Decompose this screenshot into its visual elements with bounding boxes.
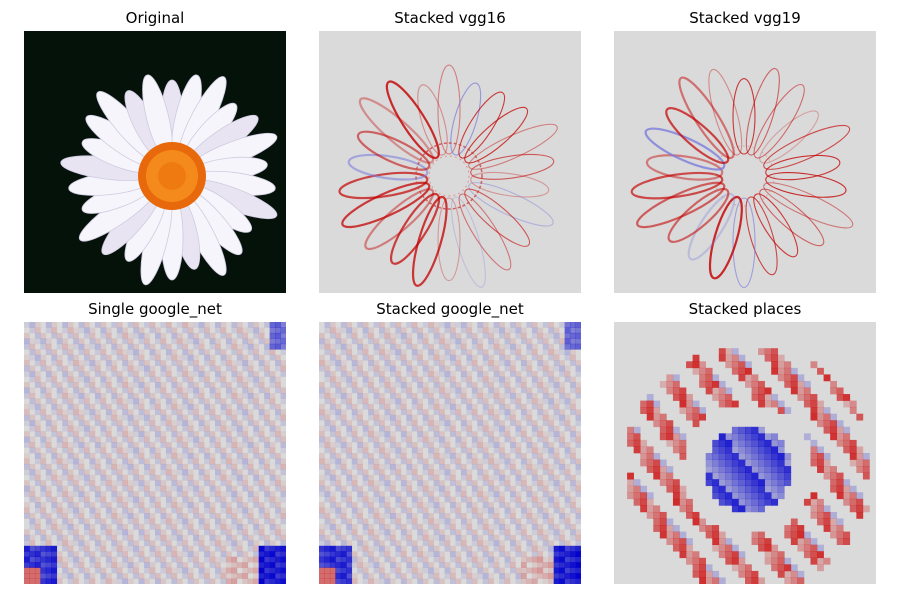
- saliency-map-single-google-net: [24, 322, 286, 584]
- original-flower-image: [24, 31, 286, 293]
- saliency-map-vgg16: [319, 31, 581, 293]
- saliency-map-places: [614, 322, 876, 584]
- panel-title: Stacked vgg16: [394, 9, 506, 27]
- panel-title: Stacked places: [688, 300, 802, 318]
- vgg19-heatmap: [614, 31, 876, 293]
- places-grid-heatmap: [614, 322, 876, 584]
- panel-title: Original: [125, 9, 185, 27]
- daisy-photo: [24, 31, 286, 293]
- google-net-grid-heatmap: [24, 322, 286, 584]
- saliency-map-stacked-google-net: [319, 322, 581, 584]
- google-net-stacked-grid-heatmap: [319, 322, 581, 584]
- panel-title: Stacked google_net: [376, 300, 524, 318]
- panel-title: Single google_net: [88, 300, 222, 318]
- vgg16-heatmap: [319, 31, 581, 293]
- saliency-map-vgg19: [614, 31, 876, 293]
- panel-title: Stacked vgg19: [689, 9, 801, 27]
